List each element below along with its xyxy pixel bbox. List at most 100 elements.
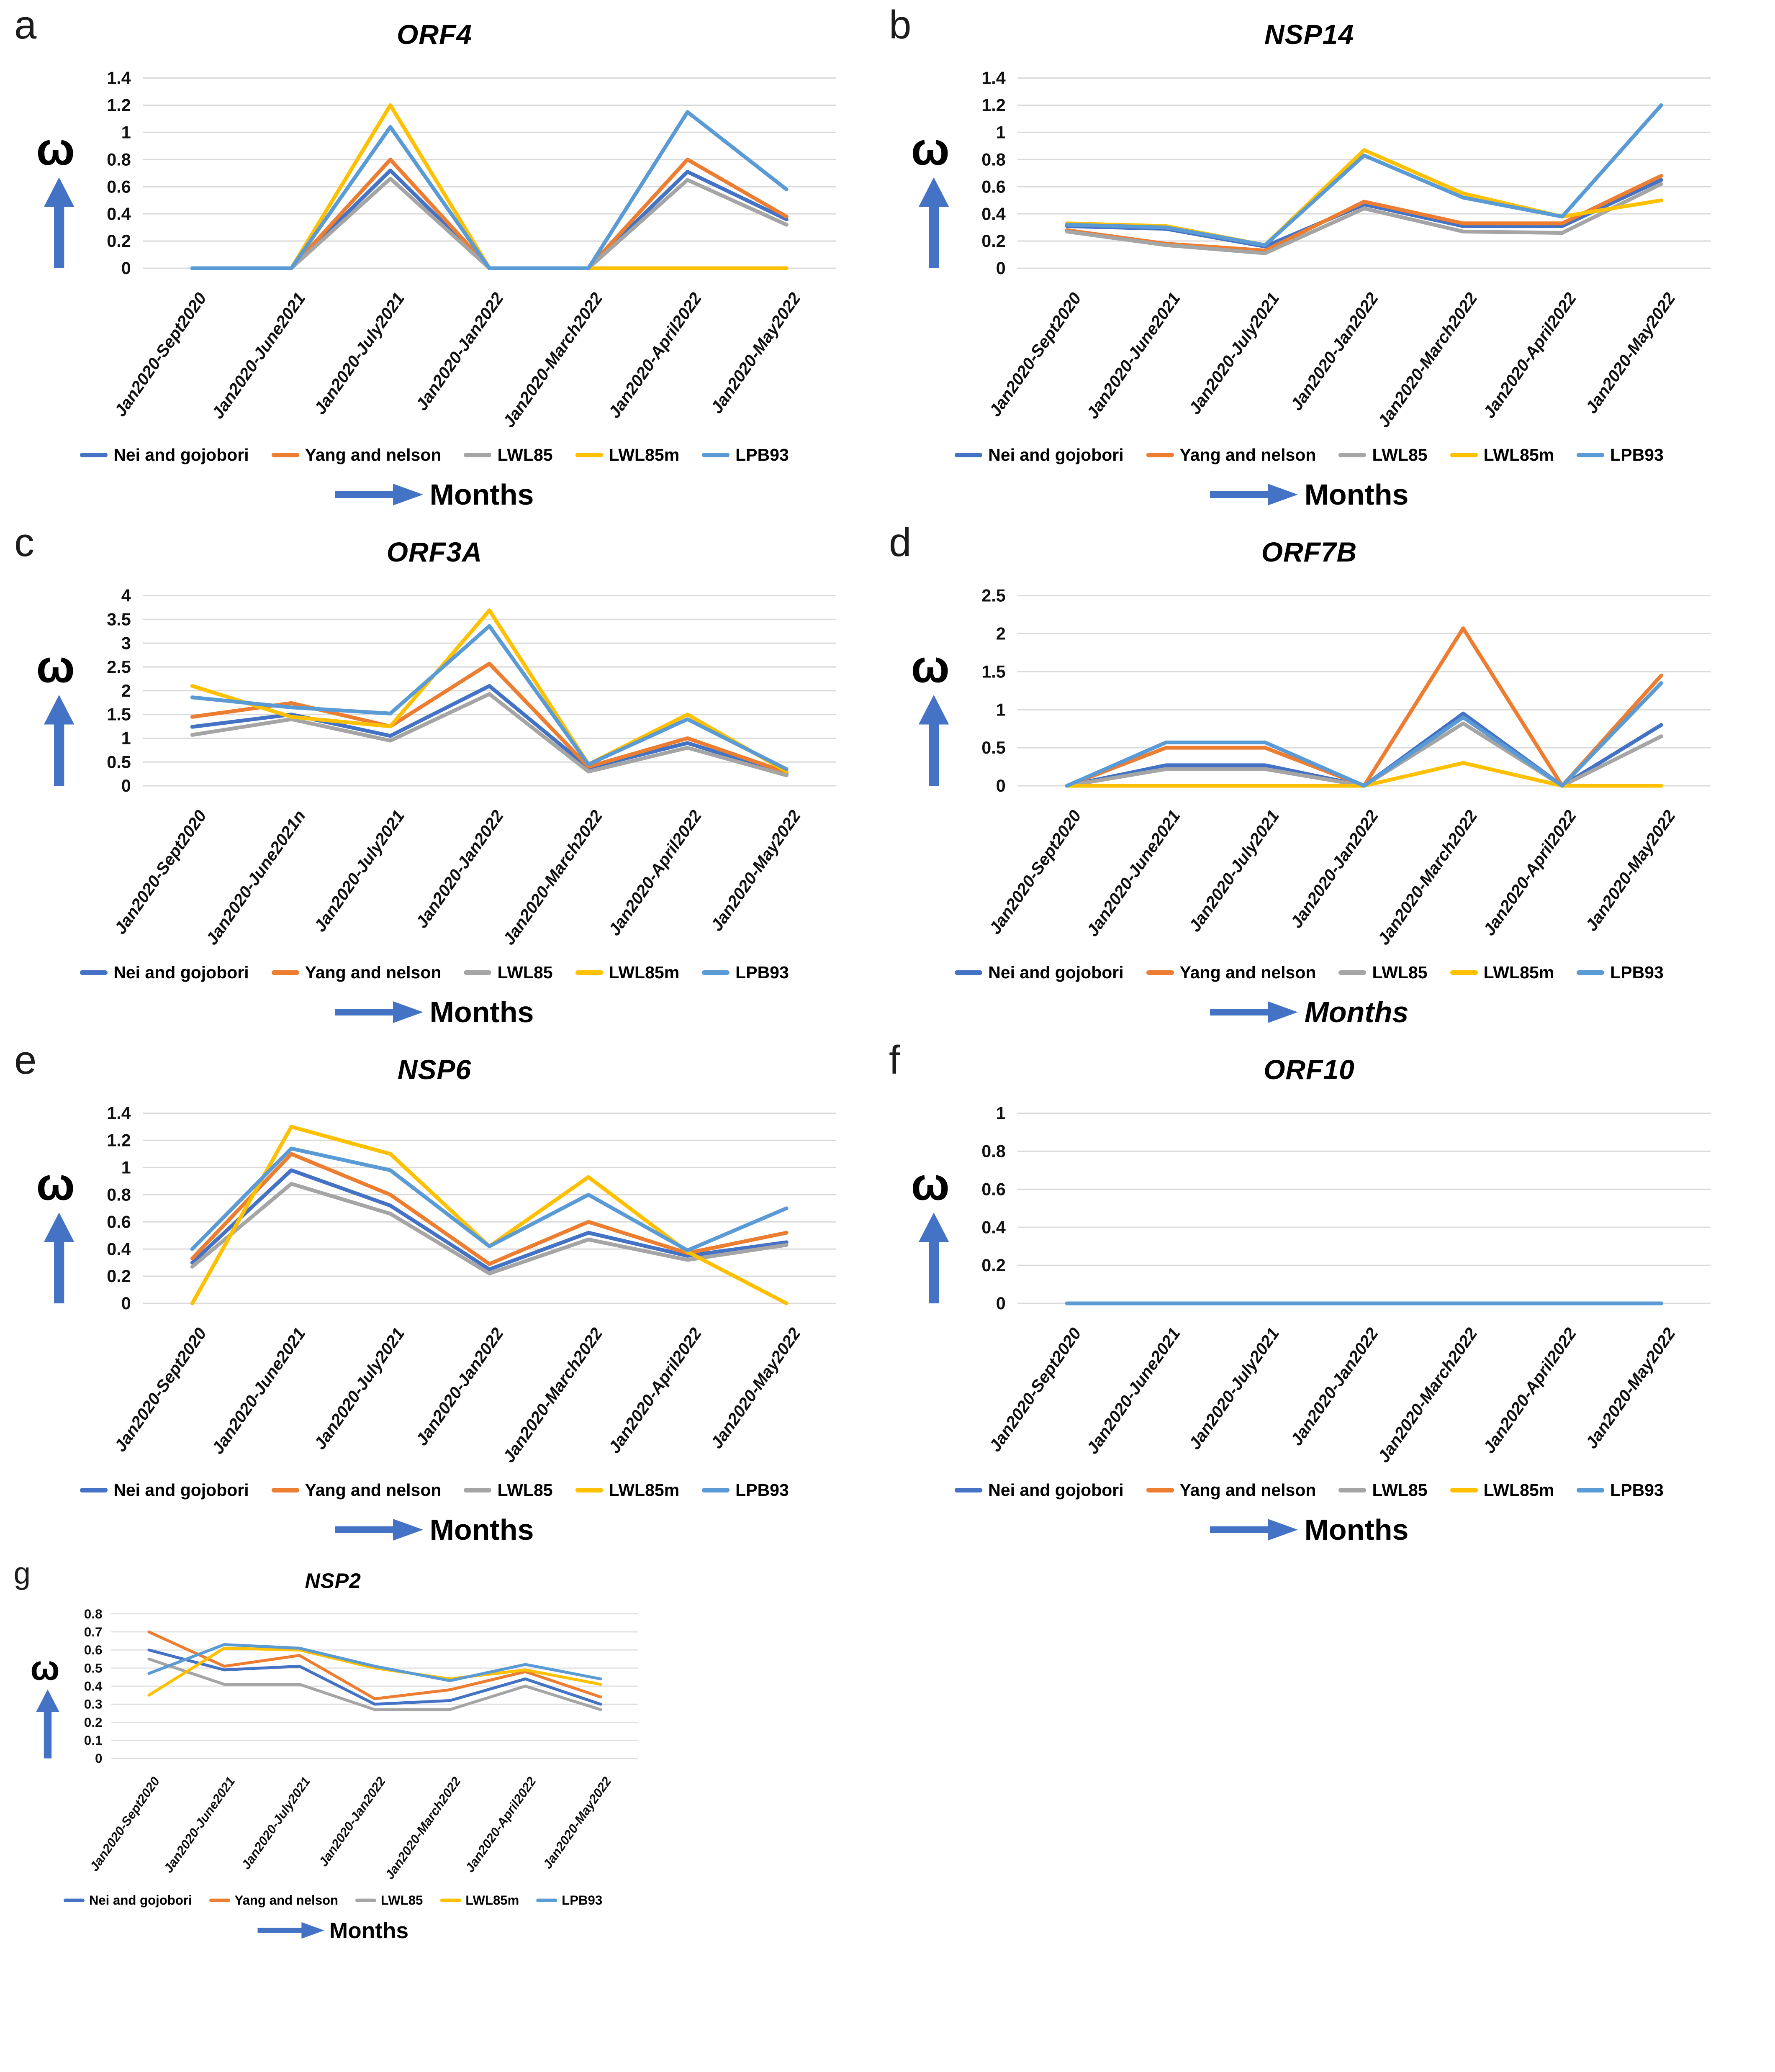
x-tick-label: Jan2020-July2021 xyxy=(310,806,408,935)
months-right-arrow-icon xyxy=(335,1519,423,1541)
legend-label: LPB93 xyxy=(1610,1480,1664,1500)
legend-label: Yang and nelson xyxy=(1179,962,1316,982)
x-axis-months-label: Months xyxy=(1304,1513,1409,1546)
y-tick-label: 0.2 xyxy=(107,1267,131,1286)
legend-item-nei-and-gojobori: Nei and gojobori xyxy=(80,1480,249,1500)
legend-label: LWL85 xyxy=(1372,445,1428,464)
x-axis-label-row: Months xyxy=(886,987,1732,1037)
legend-item-lwl85: LWL85 xyxy=(464,963,553,982)
y-tick-label: 1 xyxy=(996,700,1006,719)
legend-label: Yang and nelson xyxy=(1179,445,1316,464)
legend-line-swatch-icon xyxy=(1577,1487,1605,1492)
legend-label: LWL85m xyxy=(465,1892,519,1908)
legend-label: Nei and gojobori xyxy=(89,1892,192,1908)
months-right-arrow-icon xyxy=(257,1922,324,1939)
x-tick-label: Jan2020-March2022 xyxy=(1374,1324,1481,1466)
chart-legend: Nei and gojobori Yang and nelson LWL85 LWL8… xyxy=(886,1475,1732,1505)
legend-line-swatch-icon xyxy=(1450,1487,1478,1492)
months-right-arrow-icon xyxy=(1210,1519,1298,1541)
line-chart-orf10: 00.20.40.60.81ωJan2020-Sept2020Jan2020-J… xyxy=(911,1104,1711,1466)
legend-label: Yang and nelson xyxy=(305,445,442,464)
y-axis-up-arrow-icon xyxy=(918,695,949,786)
gridlines: 0 0.1 0.2 0.3 0.4 0.5 0.6 0.7 0.8 xyxy=(84,1607,638,1766)
x-tick-label: Jan2020-Sept2020 xyxy=(110,1324,211,1455)
legend-label: LPB93 xyxy=(562,1892,603,1908)
y-axis-up-arrow-icon xyxy=(44,1212,74,1303)
x-tick-label: Jan2020-Jan2022 xyxy=(1287,806,1382,931)
legend-line-swatch-icon xyxy=(1577,452,1605,457)
series-line-lpb93 xyxy=(147,1643,602,1682)
legend-line-swatch-icon xyxy=(209,1898,230,1902)
y-tick-label: 0.4 xyxy=(981,1218,1006,1237)
y-tick-label: 1.4 xyxy=(107,1104,131,1123)
legend-item-lpb93: LPB93 xyxy=(1577,445,1664,465)
y-tick-label: 4 xyxy=(121,586,131,605)
series-line-lwl85 xyxy=(1065,182,1663,255)
line-chart-nsp2: 0 0.1 0.2 0.3 0.4 0.5 0.6 0.7 0.8 ω Jan2020-Sept20… xyxy=(31,1607,638,1882)
y-tick-label: 0.6 xyxy=(981,177,1006,196)
legend-label: Yang and nelson xyxy=(305,962,442,982)
x-tick-label: Jan2020-April2022 xyxy=(1479,289,1580,421)
series-line-lwl85m xyxy=(1065,148,1663,247)
legend-label: LPB93 xyxy=(735,962,789,982)
legend-label: Nei and gojobori xyxy=(988,962,1124,982)
legend-label: LWL85m xyxy=(609,962,680,982)
months-right-arrow-icon xyxy=(1210,484,1298,505)
y-tick-label: 0.7 xyxy=(84,1625,103,1639)
x-tick-label: Jan2020-May2022 xyxy=(706,289,804,417)
legend-line-swatch-icon xyxy=(1338,452,1367,457)
y-tick-label: 3.5 xyxy=(107,610,131,629)
y-tick-label: 0.8 xyxy=(981,1142,1006,1161)
series-line-nei-and-gojobori xyxy=(190,684,789,776)
legend-item-yang-and-nelson: Yang and nelson xyxy=(271,445,442,465)
x-tick-label: Jan2020-Sept2020 xyxy=(985,806,1085,938)
y-tick-label: 0.3 xyxy=(84,1697,103,1712)
x-axis-months-label: Months xyxy=(1304,996,1409,1028)
y-tick-label: 1 xyxy=(121,729,131,748)
legend-item-yang-and-nelson: Yang and nelson xyxy=(271,962,442,982)
series-line-lwl85 xyxy=(147,1657,602,1711)
x-axis-label-row: Months xyxy=(12,987,857,1037)
panel-header: b NSP14 xyxy=(886,5,1732,57)
chart-legend: Nei and gojobori Yang and nelson LWL85 LWL8… xyxy=(12,957,857,987)
legend-line-swatch-icon xyxy=(440,1898,461,1902)
legend-label: LPB93 xyxy=(1610,962,1664,982)
line-chart-orf3a: 00.511.522.533.54ωJan2020-Sept2020Jan202… xyxy=(36,586,836,949)
legend-item-lpb93: LPB93 xyxy=(536,1893,602,1908)
series-line-lpb93 xyxy=(190,624,789,771)
legend-item-lpb93: LPB93 xyxy=(702,1480,789,1500)
legend-line-swatch-icon xyxy=(1146,1487,1174,1492)
legend-label: Nei and gojobori xyxy=(988,1480,1124,1500)
x-tick-label: Jan2020-Jan2022 xyxy=(1287,1324,1382,1449)
y-axis-omega-label: ω xyxy=(911,124,950,175)
y-tick-label: 0.6 xyxy=(981,1180,1006,1199)
legend-line-swatch-icon xyxy=(1577,970,1605,975)
legend-item-lpb93: LPB93 xyxy=(702,963,789,982)
y-tick-label: 2 xyxy=(121,681,131,700)
x-tick-label: Jan2020-July2021 xyxy=(1185,289,1283,418)
legend-line-swatch-icon xyxy=(80,452,108,457)
x-tick-label: Jan2020-June2021 xyxy=(1082,289,1184,422)
panel-header: g NSP2 xyxy=(12,1558,654,1598)
x-tick-label: Jan2020-Sept2020 xyxy=(87,1774,162,1874)
legend-label: Yang and nelson xyxy=(1179,1480,1316,1500)
series-line-lwl85m xyxy=(147,1646,602,1697)
x-tick-label: Jan2020-June2021 xyxy=(161,1774,238,1875)
panel-nsp2: g NSP2 0 0.1 0.2 0.3 0.4 0.5 0.6 0.7 0.8 ω Jan2020-S… xyxy=(12,1558,654,1949)
legend-item-lwl85: LWL85 xyxy=(464,1480,553,1500)
legend-line-swatch-icon xyxy=(702,1487,730,1492)
legend-item-lpb93: LPB93 xyxy=(702,445,789,465)
y-tick-label: 1.4 xyxy=(107,69,131,88)
series-line-yang-and-nelson xyxy=(190,662,789,774)
panel-letter: e xyxy=(14,1038,37,1082)
legend-line-swatch-icon xyxy=(464,1487,492,1492)
panel-header: d ORF7B xyxy=(886,523,1732,574)
x-tick-label: Jan2020-March2022 xyxy=(1374,806,1481,949)
y-tick-label: 1.2 xyxy=(107,96,131,115)
chart-title: ORF4 xyxy=(396,19,473,50)
legend-line-swatch-icon xyxy=(955,452,983,457)
y-tick-label: 0 xyxy=(996,259,1006,278)
x-tick-label: Jan2020-July2021 xyxy=(310,289,408,418)
y-axis-omega-label: ω xyxy=(36,641,75,692)
y-tick-label: 0.8 xyxy=(84,1607,103,1621)
